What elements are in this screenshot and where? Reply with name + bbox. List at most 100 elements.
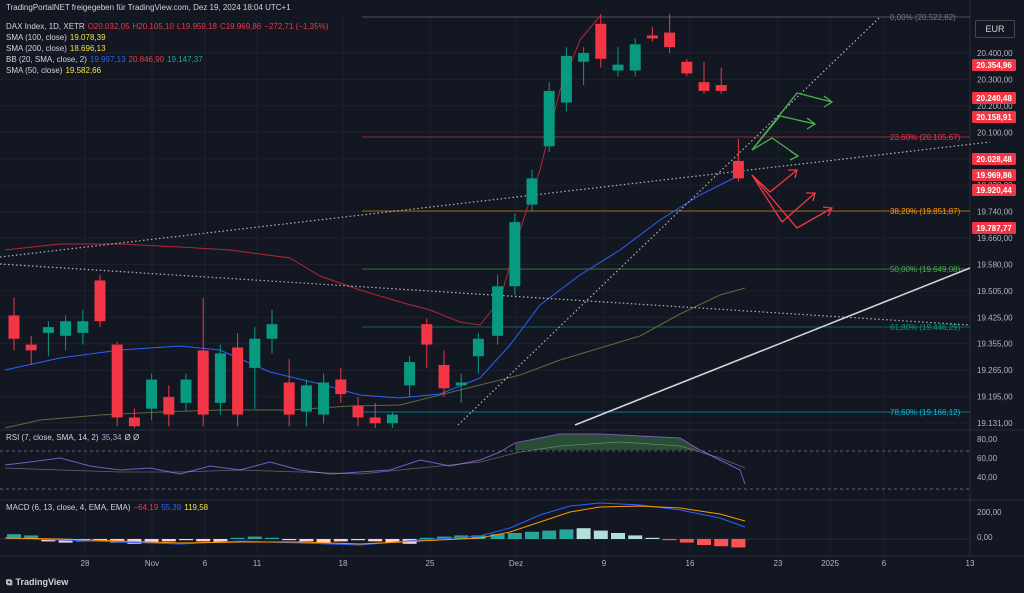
price-tag-label: 19.920,44 bbox=[976, 186, 1012, 195]
macd-histogram-bar bbox=[7, 534, 21, 539]
x-tick-label: 11 bbox=[253, 559, 262, 568]
macd-histogram-bar bbox=[593, 530, 608, 539]
indicator-lines bbox=[0, 15, 991, 429]
rsi-line bbox=[4, 433, 746, 485]
price-tag bbox=[972, 153, 1016, 165]
candle-body bbox=[526, 178, 538, 205]
candle-body bbox=[612, 64, 624, 71]
macd-histogram-bar bbox=[576, 528, 591, 539]
x-tick-label: 25 bbox=[426, 559, 435, 568]
price-tag bbox=[972, 184, 1016, 196]
x-tick-label: 6 bbox=[203, 559, 208, 568]
candle-body bbox=[266, 324, 278, 339]
candle-body bbox=[77, 321, 89, 333]
macd-histogram-bar bbox=[161, 539, 176, 542]
macd-histogram-bar bbox=[542, 530, 557, 539]
x-tick-label: 23 bbox=[774, 559, 783, 568]
macd-histogram-bar bbox=[333, 539, 348, 542]
rsi-overbought-fill bbox=[515, 434, 700, 450]
candle-body bbox=[369, 417, 381, 424]
bb-basis-line bbox=[4, 174, 741, 399]
rsi-tick-label: 60,00 bbox=[977, 454, 998, 463]
price-tag bbox=[972, 59, 1016, 71]
change-value: −272,71 (−1,35%) bbox=[264, 22, 329, 31]
y-tick-label: 19.660,00 bbox=[977, 234, 1013, 243]
candle-body bbox=[421, 324, 433, 345]
macd-histogram-bar bbox=[299, 539, 314, 542]
candle-body bbox=[163, 397, 175, 415]
macd-histogram-bar bbox=[41, 539, 56, 542]
y-tick-label: 19.131,00 bbox=[977, 419, 1013, 428]
macd-histogram-bar bbox=[230, 537, 245, 539]
macd-histogram-bar bbox=[58, 539, 73, 543]
panel-separators bbox=[0, 0, 1024, 557]
candle-body bbox=[111, 344, 123, 418]
trendline-solid bbox=[574, 267, 971, 426]
price-axis[interactable]: 20.400,00 20.300,00 20.200,00 20.100,00 20.0… bbox=[972, 49, 1016, 428]
share-title: TradingPortalNET freigegeben für Trading… bbox=[6, 3, 291, 12]
candle-body bbox=[180, 379, 192, 403]
macd-histogram-bar bbox=[144, 539, 159, 543]
x-tick-label: 9 bbox=[602, 559, 607, 568]
bb-legend[interactable]: BB (20, SMA, close, 2) 19.997,13 20.846,90… bbox=[6, 55, 203, 64]
grid-lines bbox=[0, 14, 971, 556]
high-value: H20.105,10 bbox=[132, 22, 174, 31]
candle-body bbox=[543, 90, 555, 147]
y-tick-label: 19.425,00 bbox=[977, 313, 1013, 322]
candle-body bbox=[25, 344, 37, 351]
macd-histogram-bar bbox=[679, 539, 694, 543]
macd-legend[interactable]: MACD (6, 13, close, 4, EMA, EMA) −64,19 55… bbox=[6, 503, 209, 512]
candlesticks[interactable] bbox=[8, 14, 744, 428]
candle-body bbox=[214, 353, 226, 403]
candle-body bbox=[438, 364, 450, 389]
scenario-arrow bbox=[751, 137, 799, 157]
fib-label: 50,00% (19.649,08) bbox=[890, 265, 961, 274]
macd-panel: 200,00 0,00 bbox=[0, 502, 1002, 548]
trendline-upper bbox=[0, 141, 991, 258]
currency-button[interactable]: EUR bbox=[975, 20, 1015, 38]
arrowhead bbox=[822, 206, 833, 217]
candle-body bbox=[472, 338, 484, 357]
symbol-legend[interactable]: DAX Index, 1D, XETR O20.032,05 H20.105,10 L… bbox=[6, 22, 331, 32]
rsi-ma-line bbox=[4, 441, 746, 475]
rsi-panel: 80,00 60,00 40,00 bbox=[0, 433, 998, 490]
arrowhead bbox=[788, 169, 798, 179]
candle-body bbox=[318, 382, 330, 415]
x-tick-label: 13 bbox=[966, 559, 975, 568]
macd-histogram-bar bbox=[714, 539, 729, 547]
low-value: L19.959,18 bbox=[176, 22, 217, 31]
scenario-arrows bbox=[751, 92, 834, 229]
fibonacci-levels: 0,00% (20.522,82) 23,60% (20.105,67) 38,20… bbox=[362, 13, 970, 417]
fib-label: 78,60% (19.166,12) bbox=[890, 408, 961, 417]
candle-body bbox=[335, 379, 347, 395]
fib-label: 0,00% (20.522,82) bbox=[890, 13, 956, 22]
y-tick-label: 19.355,00 bbox=[977, 340, 1013, 349]
candle-body bbox=[492, 286, 504, 336]
macd-histogram-bar bbox=[662, 539, 677, 541]
macd-histogram-bar bbox=[611, 533, 625, 539]
macd-histogram-bar bbox=[213, 539, 228, 543]
open-value: O20.032,05 bbox=[87, 22, 130, 31]
time-axis[interactable]: 28 Nov 6 11 18 25 Dez 9 16 23 2025 6 13 bbox=[81, 559, 975, 568]
macd-histogram-bar bbox=[697, 539, 711, 545]
sma-line bbox=[4, 287, 746, 429]
signal-line bbox=[4, 505, 746, 545]
macd-histogram-bar bbox=[196, 539, 211, 542]
price-tag-label: 20.158,91 bbox=[976, 113, 1012, 122]
candle-body bbox=[629, 44, 641, 71]
rsi-legend[interactable]: RSI (7, close, SMA, 14, 2) 35,34 Ø Ø bbox=[6, 433, 140, 442]
macd-histogram-bar bbox=[645, 537, 660, 539]
tv-logo-icon: ⧉ bbox=[6, 577, 13, 587]
candle-body bbox=[681, 61, 693, 74]
x-tick-label: Dez bbox=[509, 559, 523, 568]
macd-tick-label: 0,00 bbox=[977, 533, 993, 542]
x-tick-label: Nov bbox=[145, 559, 159, 568]
price-tag bbox=[972, 169, 1016, 181]
y-tick-label: 19.740,00 bbox=[977, 208, 1013, 217]
sma50-legend[interactable]: SMA (50, close) 19.582,66 bbox=[6, 66, 102, 75]
sma100-legend[interactable]: SMA (100, close) 19.078,39 bbox=[6, 33, 106, 42]
candle-body bbox=[646, 35, 658, 39]
sma200-legend[interactable]: SMA (200, close) 18.696,13 bbox=[6, 44, 106, 53]
macd-histogram-bar bbox=[507, 533, 522, 539]
